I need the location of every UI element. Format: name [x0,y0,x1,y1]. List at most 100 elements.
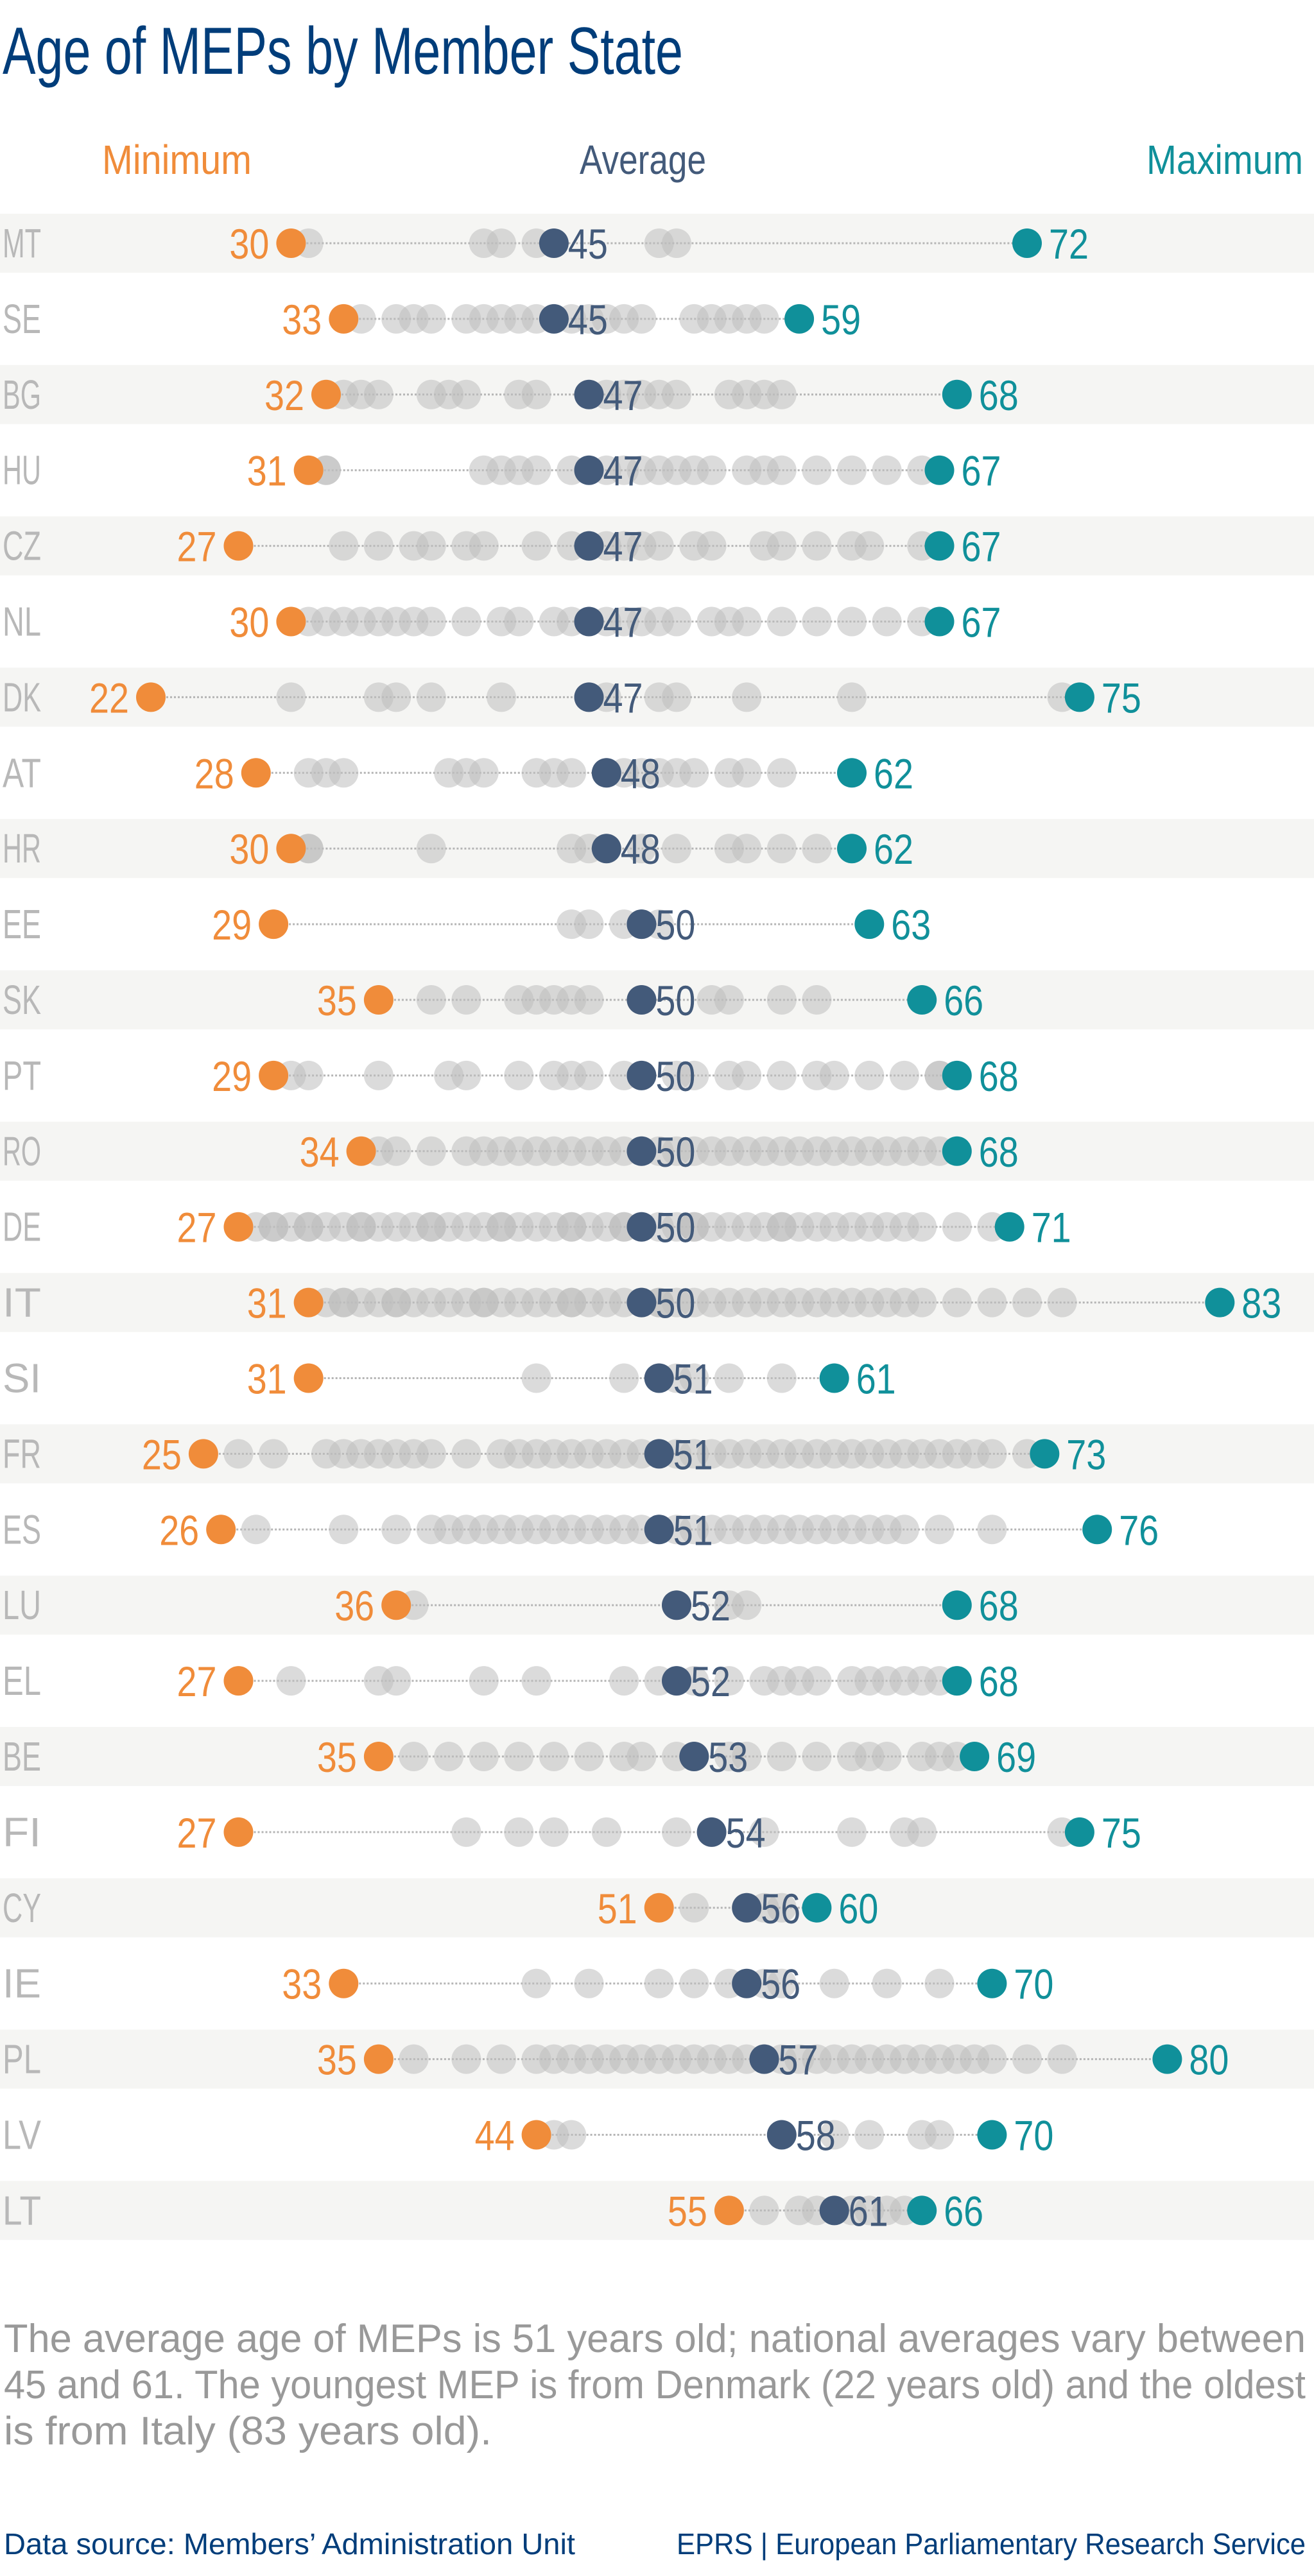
member-dot [416,682,446,712]
member-dot [802,1666,832,1696]
max-label: 70 [1014,2112,1053,2160]
max-dot [924,455,955,485]
member-dot [521,531,551,561]
country-label: SI [3,1355,41,1402]
row-at: AT 28 48 62 [3,750,913,797]
member-dot [977,1287,1007,1318]
min-dot [714,2195,744,2226]
member-dot [521,455,551,485]
avg-dot [574,379,604,409]
country-label: RO [3,1128,41,1174]
member-dot [662,379,691,409]
min-label: 27 [177,1809,217,1857]
max-label: 67 [962,599,1001,646]
member-dot [819,2120,849,2150]
publisher: EPRS | European Parliamentary Research S… [677,2527,1306,2561]
member-dot [363,379,393,409]
avg-label: 50 [655,901,695,949]
avg-label: 54 [726,1809,766,1857]
row-cy: CY 51 56 60 [0,1878,1314,1937]
country-label: LU [3,1582,41,1628]
max-dot [1030,1439,1060,1469]
min-label: 30 [229,825,269,873]
row-cz: CZ 27 47 67 [0,516,1314,576]
avg-dot [591,834,621,864]
max-label: 75 [1102,674,1141,721]
row-de: DE 27 50 71 [3,1204,1071,1251]
max-label: 68 [979,1052,1019,1100]
member-dot [749,2195,779,2226]
member-dot [504,1060,534,1090]
member-dot [574,1968,604,1998]
member-dot [766,758,797,788]
row-el: EL 27 52 68 [3,1658,1019,1705]
member-dot [732,758,762,788]
avg-label: 47 [603,674,643,721]
member-dot [451,1817,481,1847]
member-dot [416,1439,446,1469]
member-dot [293,1060,324,1090]
avg-label: 52 [691,1658,730,1705]
min-dot [363,2044,393,2074]
max-label: 62 [874,825,913,873]
member-dot [732,1590,762,1620]
member-dot [609,1666,639,1696]
max-label: 80 [1189,2036,1229,2084]
member-dot [1047,1287,1077,1318]
member-dot [696,455,727,485]
member-dot [854,1060,885,1090]
row-hu: HU 31 47 67 [3,447,1001,495]
max-dot [1064,1817,1094,1847]
country-label: IT [3,1280,41,1326]
min-label: 27 [177,523,217,571]
avg-dot [644,1515,674,1545]
member-dot [644,1968,674,1998]
avg-dot [679,1742,709,1771]
member-dot [416,606,446,637]
min-dot [329,1968,359,1998]
member-dot [749,304,779,334]
member-dot [766,1742,797,1771]
country-label: IE [3,1961,41,2007]
country-label: FR [3,1430,41,1477]
avg-label: 61 [849,2187,888,2235]
min-label: 35 [317,2036,357,2084]
member-dot [942,1212,972,1242]
member-dot [381,1515,411,1545]
min-label: 35 [317,977,357,1024]
max-label: 68 [979,1128,1019,1176]
member-dot [714,985,744,1015]
row-lv: LV 44 58 70 [3,2112,1053,2160]
legend-maximum: Maximum [1146,137,1303,183]
min-label: 30 [229,599,269,646]
member-dot [451,606,481,637]
min-dot [644,1893,674,1923]
min-label: 33 [282,296,322,343]
member-dot [802,606,832,637]
member-dot [329,758,359,788]
member-dot [329,1515,359,1545]
member-dot [766,606,797,637]
max-dot [942,1060,972,1090]
row-nl: NL 30 47 67 [3,599,1001,646]
max-dot [942,1590,972,1620]
avg-label: 50 [655,1128,695,1176]
max-label: 69 [996,1733,1036,1781]
row-hr: HR 30 48 62 [0,819,1314,879]
min-dot [363,985,393,1015]
min-label: 28 [195,750,234,797]
avg-dot [696,1817,727,1847]
max-label: 59 [821,296,861,343]
avg-dot [574,682,604,712]
member-dot [434,1742,464,1771]
avg-label: 58 [796,2112,836,2160]
avg-dot [662,1590,691,1620]
member-dot [662,682,691,712]
max-label: 60 [838,1885,878,1932]
member-dot [889,1515,919,1545]
min-label: 30 [229,220,269,268]
member-dot [416,531,446,561]
avg-dot [627,1287,657,1318]
max-label: 71 [1032,1204,1071,1251]
min-label: 29 [212,901,252,949]
